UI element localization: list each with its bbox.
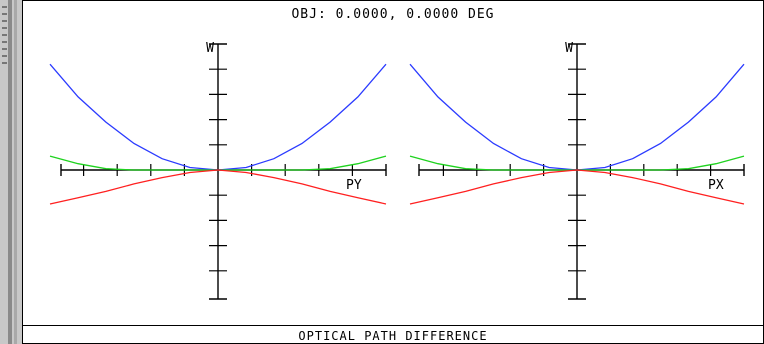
py-fan-panel: W PY bbox=[49, 41, 387, 300]
edge-ridge-secondary bbox=[14, 0, 17, 344]
plot-frame bbox=[22, 0, 764, 344]
window-left-edge bbox=[0, 0, 22, 344]
edge-grip bbox=[2, 6, 7, 66]
edge-ridge bbox=[8, 0, 12, 344]
opd-plot-window: OBJ: 0.0000, 0.0000 DEG OPTICAL PATH DIF… bbox=[22, 0, 764, 344]
footer-title: OPTICAL PATH DIFFERENCE bbox=[298, 329, 487, 343]
header-title: OBJ: 0.0000, 0.0000 DEG bbox=[291, 7, 494, 22]
series-line-2 bbox=[409, 169, 745, 205]
x-axis-label: PX bbox=[708, 178, 724, 193]
y-axis-label: W bbox=[206, 41, 214, 56]
series-line-2 bbox=[49, 169, 387, 205]
y-axis-label: W bbox=[565, 41, 573, 56]
x-axis-label: PY bbox=[346, 178, 362, 193]
px-fan-panel: W PX bbox=[409, 41, 745, 300]
